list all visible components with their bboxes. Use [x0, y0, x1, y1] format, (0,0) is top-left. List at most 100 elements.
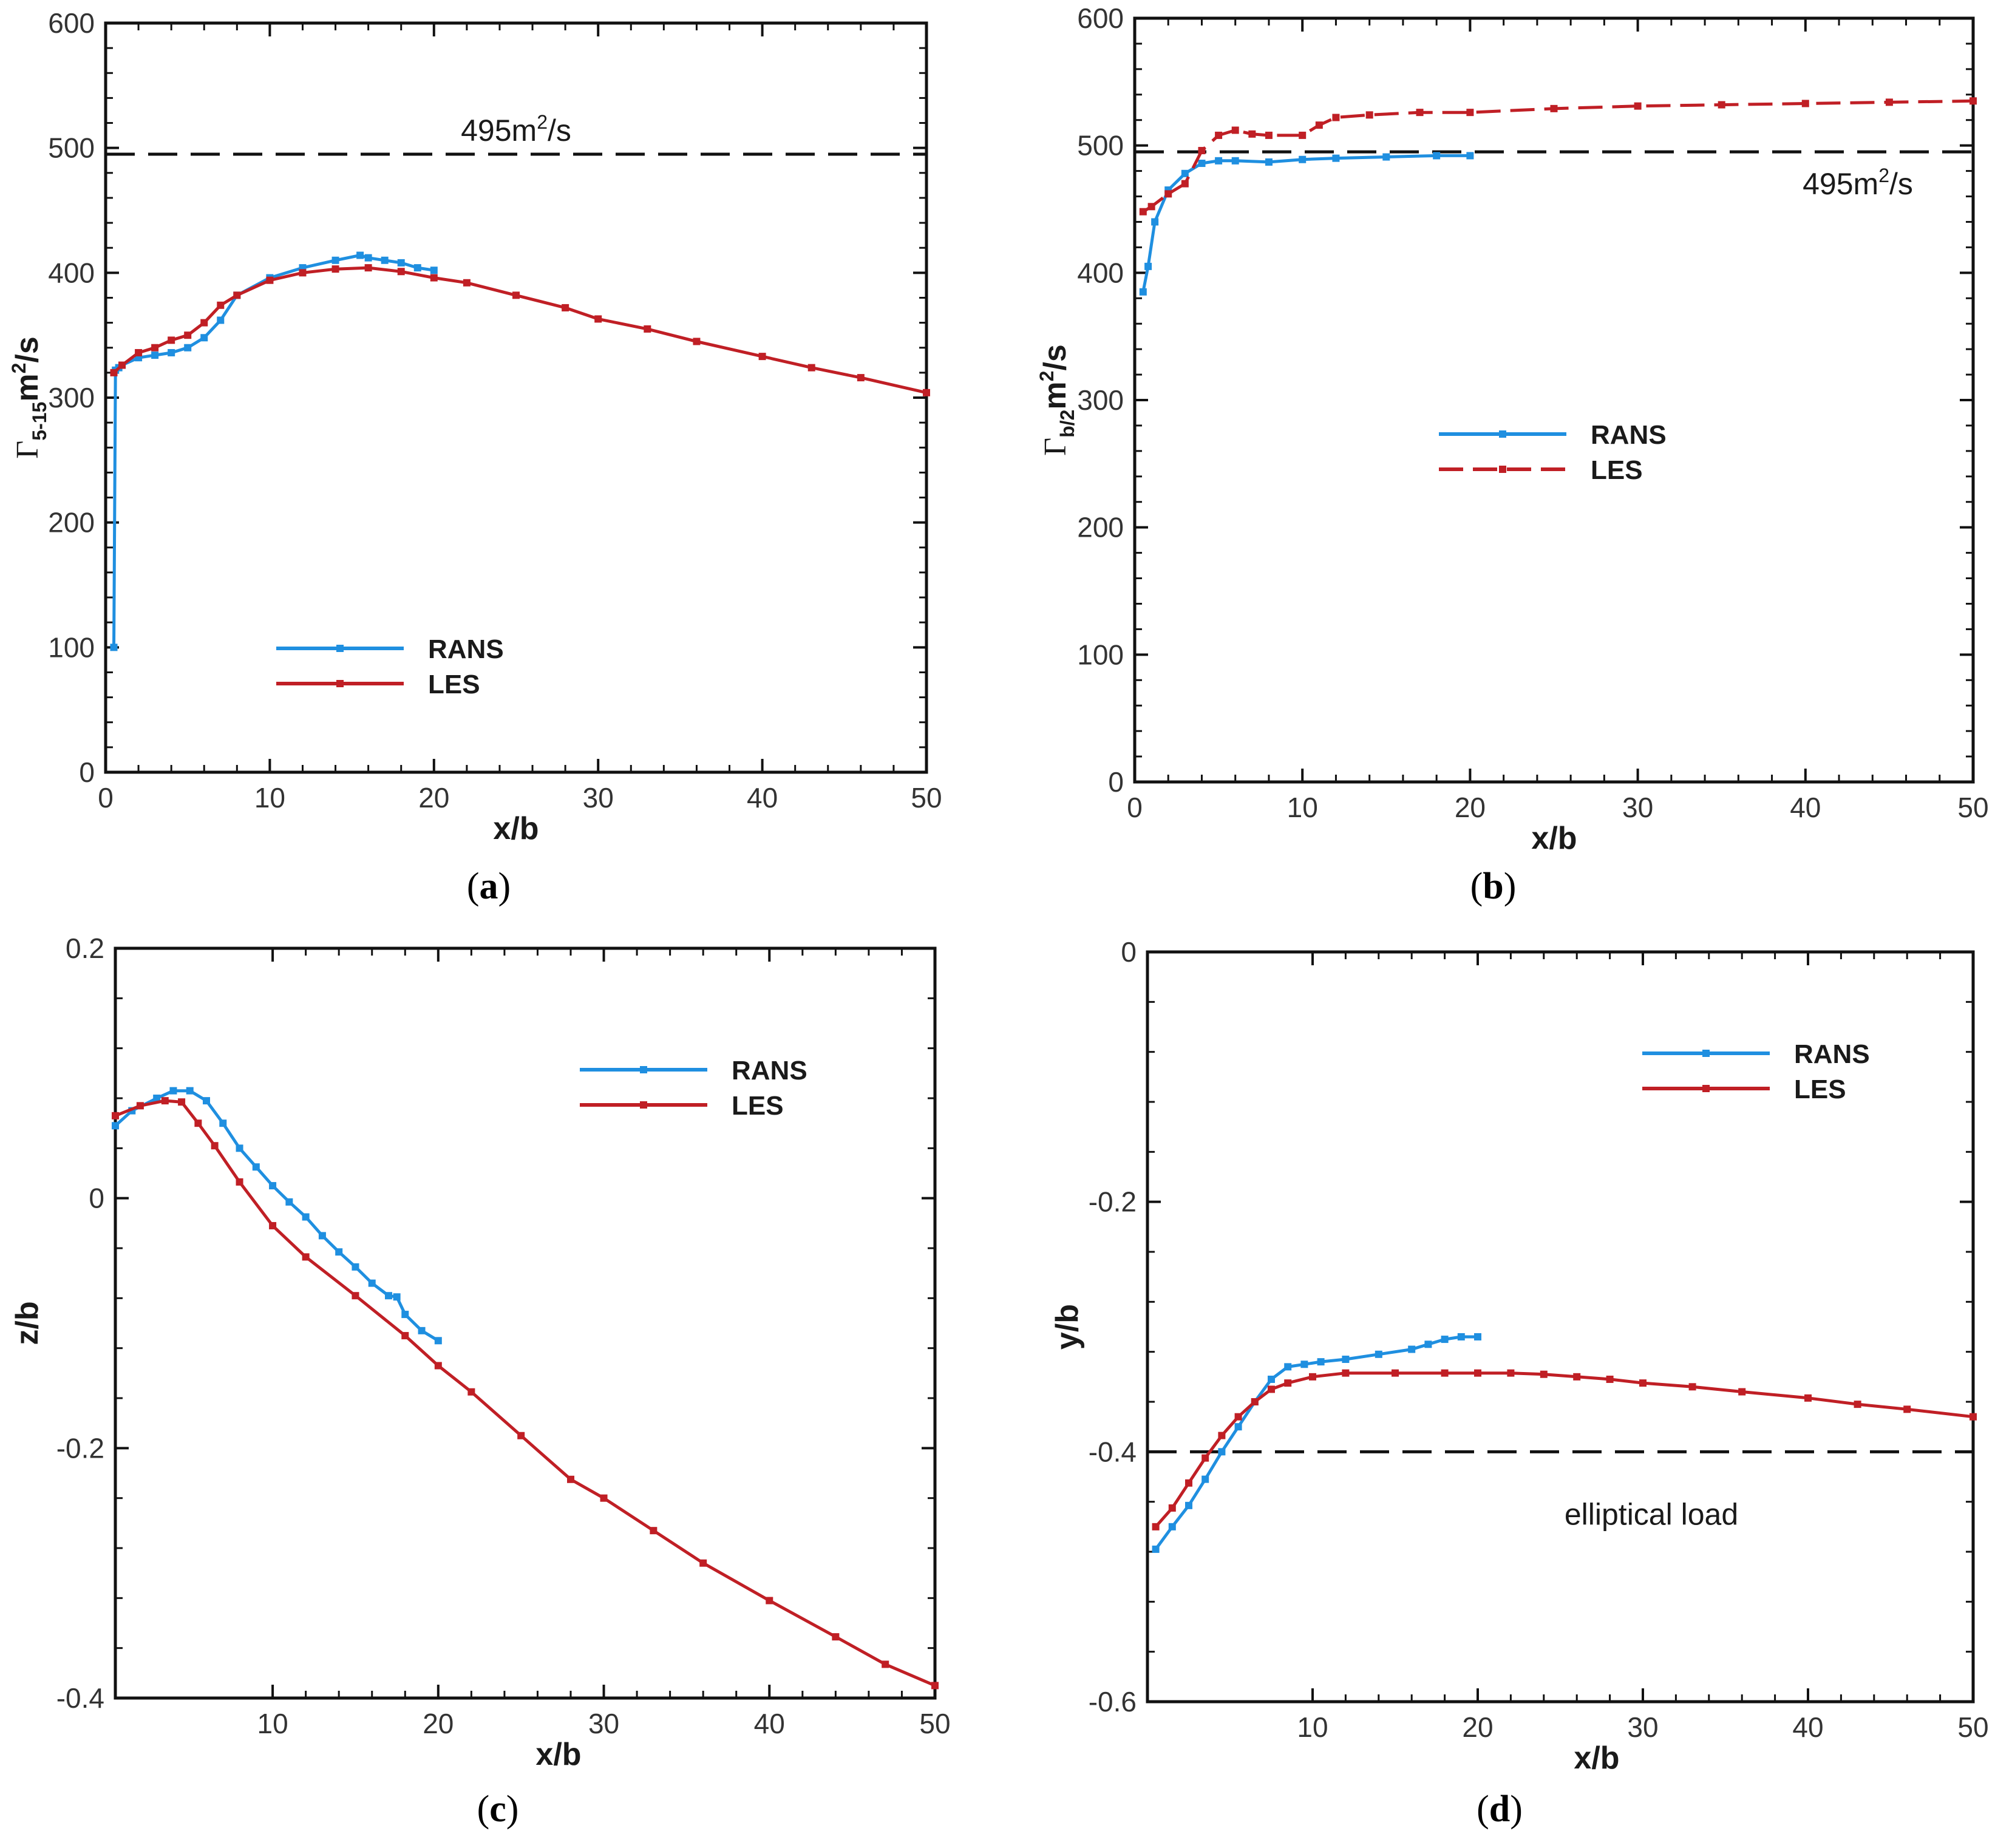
data-point-les — [135, 348, 143, 356]
data-point-rans — [1474, 1333, 1481, 1340]
data-point-les — [1152, 1523, 1160, 1530]
data-point-les — [1441, 1369, 1449, 1377]
x-tick-label: 0 — [1127, 792, 1143, 823]
data-point-les — [110, 369, 118, 376]
data-point-rans — [434, 1337, 442, 1345]
legend-marker-rans — [640, 1066, 647, 1073]
x-tick-label: 50 — [1957, 1711, 1988, 1743]
data-point-rans — [1198, 160, 1206, 168]
data-point-rans — [203, 1097, 210, 1105]
y-label-tail: /s — [1038, 344, 1073, 370]
data-point-les — [1201, 1454, 1209, 1462]
panel-label-close: ) — [1504, 866, 1517, 907]
data-point-les — [512, 291, 520, 299]
plot-frame — [114, 946, 937, 1700]
data-point-les — [857, 374, 865, 382]
data-point-les — [650, 1527, 658, 1535]
legend: RANS LES — [1642, 1039, 1870, 1104]
data-point-les — [1804, 1394, 1812, 1402]
data-point-les — [1634, 102, 1642, 110]
data-point-rans — [1342, 1356, 1350, 1364]
data-point-les — [118, 361, 126, 369]
data-point-les — [1248, 130, 1256, 138]
legend-label-rans: RANS — [1591, 420, 1667, 450]
data-point-rans — [236, 1144, 243, 1152]
legend-marker-les — [1702, 1085, 1710, 1092]
x-tick-label: 30 — [1622, 792, 1653, 823]
data-point-rans — [1201, 1475, 1209, 1483]
data-point-les — [1474, 1369, 1481, 1377]
series-les — [110, 264, 930, 396]
data-point-rans — [184, 344, 192, 352]
data-point-les — [151, 344, 159, 352]
plot-frame — [1146, 950, 1975, 1704]
data-point-les — [1573, 1373, 1581, 1381]
legend-marker-les — [640, 1101, 647, 1109]
legend-label-les: LES — [732, 1091, 784, 1121]
data-point-les — [1639, 1379, 1647, 1387]
x-axis-label: x/b — [1574, 1741, 1619, 1776]
data-point-rans — [393, 1293, 401, 1301]
data-point-rans — [418, 1327, 426, 1334]
data-point-les — [1218, 1432, 1226, 1439]
data-point-les — [923, 389, 930, 396]
data-point-rans — [217, 316, 225, 324]
data-point-les — [882, 1660, 889, 1668]
data-point-les — [1168, 1504, 1176, 1512]
series-les — [112, 1097, 939, 1690]
x-tick-label: 40 — [747, 782, 778, 814]
data-point-rans — [331, 256, 339, 264]
y-tick-label: 500 — [1077, 130, 1124, 161]
x-tick-label: 10 — [257, 1708, 288, 1739]
data-point-les — [161, 1097, 169, 1105]
x-tick-label: 20 — [1462, 1711, 1493, 1743]
data-point-les — [136, 1102, 144, 1110]
data-point-rans — [1408, 1345, 1416, 1353]
data-point-les — [600, 1494, 608, 1502]
data-point-les — [807, 364, 815, 372]
data-point-rans — [1215, 157, 1223, 165]
y-label-subscript: 5-15 — [29, 402, 50, 441]
data-point-les — [1139, 208, 1147, 216]
data-point-les — [434, 1362, 442, 1370]
data-point-les — [1299, 131, 1307, 139]
chart-panel-c: -0.4 -0.2 0 0.2 10 20 30 40 50 x/b z/b RANS LES (c) — [10, 932, 951, 1830]
data-point-rans — [1424, 1340, 1432, 1348]
y-label-unit: m — [1038, 381, 1073, 409]
data-point-rans — [302, 1213, 310, 1221]
panel-label: (b) — [1470, 866, 1517, 907]
y-axis-label: Γb/2m2/s — [1036, 344, 1078, 456]
legend: RANS LES — [1439, 420, 1667, 485]
data-point-les — [1466, 109, 1474, 117]
data-point-les — [1185, 1479, 1192, 1487]
panel-label-open: ( — [1477, 1789, 1489, 1830]
data-point-les — [401, 1332, 409, 1340]
y-tick-label: -0.4 — [1089, 1436, 1137, 1467]
data-point-rans — [1433, 152, 1441, 160]
data-point-les — [200, 319, 208, 327]
y-tick-label: 0 — [1108, 766, 1124, 798]
y-label-subscript: b/2 — [1056, 410, 1078, 438]
data-point-les — [1309, 1373, 1316, 1381]
legend-label-les: LES — [1591, 455, 1643, 485]
panel-label-close: ) — [498, 866, 511, 907]
data-point-les — [699, 1559, 707, 1567]
panel-label: (a) — [467, 866, 511, 907]
data-point-les — [299, 269, 307, 277]
data-point-rans — [269, 1182, 277, 1190]
x-axis-label: x/b — [1531, 821, 1577, 856]
data-point-les — [758, 353, 766, 361]
y-label-exponent: 2 — [1036, 371, 1058, 382]
x-tick-label: 30 — [1627, 1711, 1658, 1743]
series-rans — [1152, 1333, 1481, 1553]
series-line-rans — [1141, 154, 1470, 293]
x-tick-label: 30 — [583, 782, 614, 814]
data-point-rans — [1268, 1375, 1275, 1383]
data-point-les — [1606, 1375, 1614, 1383]
data-point-rans — [385, 1292, 392, 1300]
data-point-les — [217, 301, 225, 309]
x-tick-label: 50 — [1957, 792, 1988, 823]
data-point-les — [194, 1119, 202, 1127]
data-point-rans — [200, 334, 208, 342]
